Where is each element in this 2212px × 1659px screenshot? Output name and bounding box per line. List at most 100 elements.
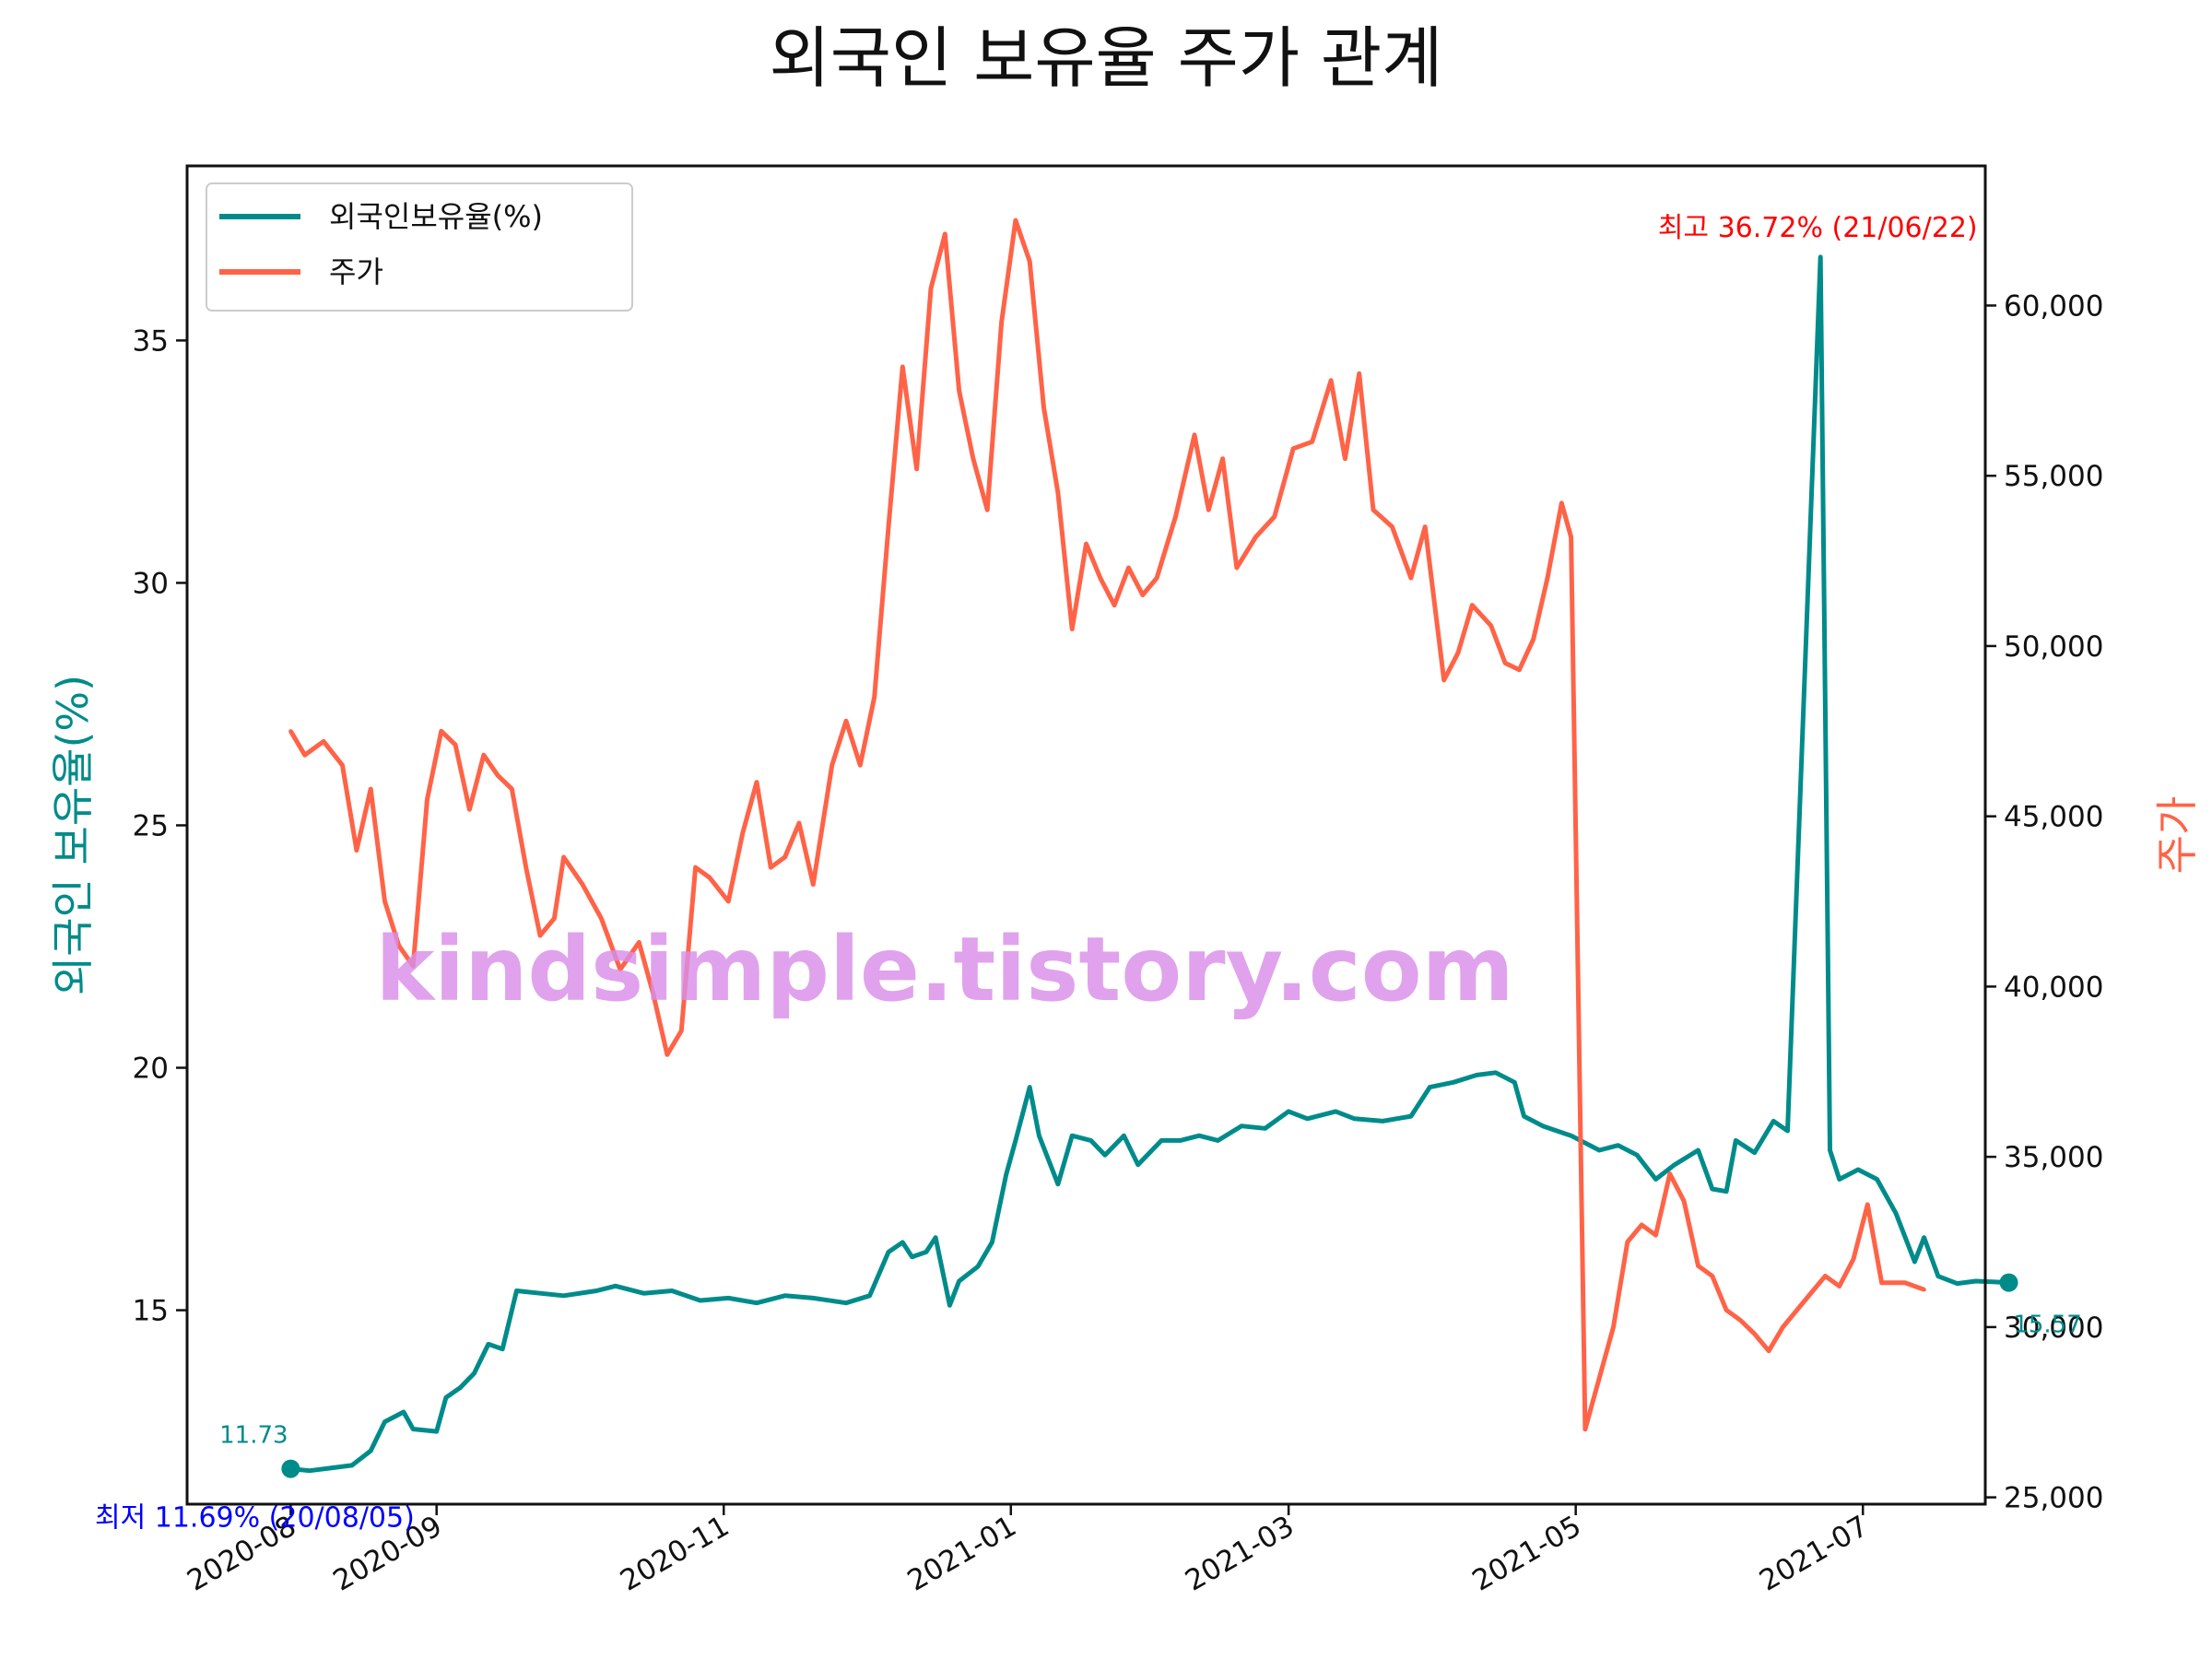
data-point-stock-price: [561, 854, 566, 860]
legend-label-foreign-ratio: 외국인보유율(%): [329, 199, 543, 234]
data-point-foreign-ratio: [1493, 1070, 1499, 1076]
y-left-tick-label: 35: [133, 324, 169, 358]
data-point-foreign-ratio: [1912, 1259, 1917, 1265]
data-point-stock-price: [1253, 535, 1258, 539]
data-point-foreign-ratio: [910, 1254, 914, 1259]
data-point-stock-price: [510, 786, 514, 792]
data-point-foreign-ratio: [1569, 1134, 1573, 1138]
y-right-tick-label: 30,000: [2004, 1312, 2103, 1345]
data-point-stock-price: [928, 286, 934, 291]
data-point-stock-price: [618, 967, 623, 972]
data-point-stock-price: [1569, 535, 1573, 539]
annotations-layer: 최고 36.72% (21/06/22) 최저 11.69% (20/08/05…: [95, 212, 2082, 1535]
y-left-tick-label: 15: [133, 1295, 169, 1328]
min-annotation: 최저 11.69% (20/08/05): [95, 1502, 415, 1535]
data-point-foreign-ratio: [975, 1265, 981, 1269]
data-point-stock-price: [1611, 1324, 1616, 1330]
data-point-stock-price: [1583, 1427, 1588, 1431]
data-point-foreign-ratio: [1088, 1138, 1093, 1143]
data-point-foreign-ratio: [1216, 1138, 1220, 1143]
data-point-stock-price: [1028, 259, 1032, 264]
data-point-stock-price: [1781, 1324, 1785, 1330]
data-point-stock-price: [943, 231, 947, 237]
data-point-stock-price: [1837, 1284, 1841, 1288]
data-point-stock-price: [369, 786, 373, 792]
data-point-stock-price: [1470, 603, 1475, 607]
data-point-stock-price: [481, 753, 486, 758]
data-point-foreign-ratio: [1616, 1143, 1620, 1147]
data-point-stock-price: [1013, 218, 1018, 223]
data-point-stock-price: [957, 388, 961, 393]
data-point-stock-price: [1640, 1222, 1644, 1228]
data-point-foreign-ratio: [561, 1293, 566, 1299]
data-point-foreign-ratio: [1055, 1182, 1061, 1187]
data-point-stock-price: [1879, 1280, 1884, 1286]
data-point-stock-price: [1098, 575, 1103, 581]
data-point-stock-price: [1794, 1308, 1799, 1312]
data-point-stock-price: [1423, 524, 1428, 529]
data-point-stock-price: [321, 739, 326, 744]
data-point-stock-price: [726, 899, 731, 904]
y-right-tick-label: 45,000: [2004, 801, 2103, 834]
data-point-foreign-ratio: [594, 1288, 599, 1293]
data-point-foreign-ratio: [698, 1298, 702, 1303]
data-point-stock-price: [637, 940, 641, 945]
data-point-stock-price: [495, 773, 500, 778]
data-point-foreign-ratio: [1936, 1274, 1941, 1278]
data-point-foreign-ratio: [1634, 1153, 1640, 1158]
data-point-foreign-ratio: [1239, 1124, 1244, 1128]
data-point-foreign-ratio: [947, 1303, 952, 1308]
y-axis-right-label: 주가: [2152, 796, 2202, 875]
data-point-foreign-ratio: [537, 1291, 543, 1296]
data-point-stock-price: [1441, 677, 1446, 683]
data-point-stock-price: [1653, 1232, 1658, 1238]
data-point-stock-price: [782, 854, 787, 860]
data-point-foreign-ratio: [726, 1296, 731, 1300]
data-point-foreign-ratio: [1122, 1134, 1126, 1138]
data-point-stock-price: [537, 933, 543, 938]
data-point-foreign-ratio: [924, 1250, 929, 1254]
data-point-stock-price: [1559, 500, 1564, 505]
y-right-tick-label: 40,000: [2004, 971, 2103, 1004]
data-point-foreign-ratio: [1710, 1186, 1715, 1192]
data-point-stock-price: [1220, 456, 1225, 461]
data-point-stock-price: [1502, 661, 1508, 665]
data-point-foreign-ratio: [1178, 1138, 1182, 1143]
legend: 외국인보유율(%) 주가: [206, 182, 633, 312]
data-point-stock-price: [769, 865, 773, 870]
data-point-stock-price: [1667, 1171, 1673, 1176]
data-point-foreign-ratio: [886, 1250, 891, 1254]
data-point-foreign-ratio: [1734, 1138, 1738, 1143]
data-point-stock-price: [1173, 514, 1178, 519]
data-point-stock-price: [396, 943, 401, 948]
data-point-stock-price: [1084, 541, 1088, 547]
data-point-foreign-ratio: [1818, 254, 1823, 260]
data-point-stock-price: [1545, 575, 1550, 581]
data-point-foreign-ratio: [1696, 1147, 1700, 1153]
data-point-stock-price: [886, 524, 891, 529]
data-point-stock-price: [740, 831, 745, 836]
data-point-foreign-ratio: [434, 1429, 439, 1434]
data-point-foreign-ratio: [472, 1371, 477, 1376]
data-point-foreign-ratio: [1724, 1189, 1729, 1194]
data-point-foreign-ratio: [1522, 1113, 1526, 1119]
data-point-stock-price: [1752, 1332, 1757, 1336]
data-point-stock-price: [1234, 565, 1240, 571]
data-point-foreign-ratio: [1013, 1138, 1018, 1143]
data-point-stock-price: [552, 916, 557, 921]
data-point-stock-price: [1808, 1290, 1814, 1296]
data-point-foreign-ratio: [613, 1284, 618, 1288]
data-point-stock-price: [1357, 371, 1361, 376]
data-point-stock-price: [1681, 1199, 1687, 1204]
data-point-stock-price: [524, 865, 528, 870]
data-point-foreign-ratio: [1752, 1150, 1757, 1155]
data-point-foreign-ratio: [1785, 1128, 1790, 1134]
data-point-foreign-ratio: [1408, 1113, 1414, 1119]
plot-series-layer: [281, 218, 2018, 1478]
data-point-foreign-ratio: [1875, 1177, 1879, 1182]
data-point-stock-price: [1390, 524, 1394, 529]
data-point-stock-price: [665, 1053, 670, 1057]
data-point-stock-price: [707, 876, 712, 880]
right-axis: 25,000 30,000 35,000 40,000 45,000 50,000 55,0…: [1985, 289, 2103, 1515]
